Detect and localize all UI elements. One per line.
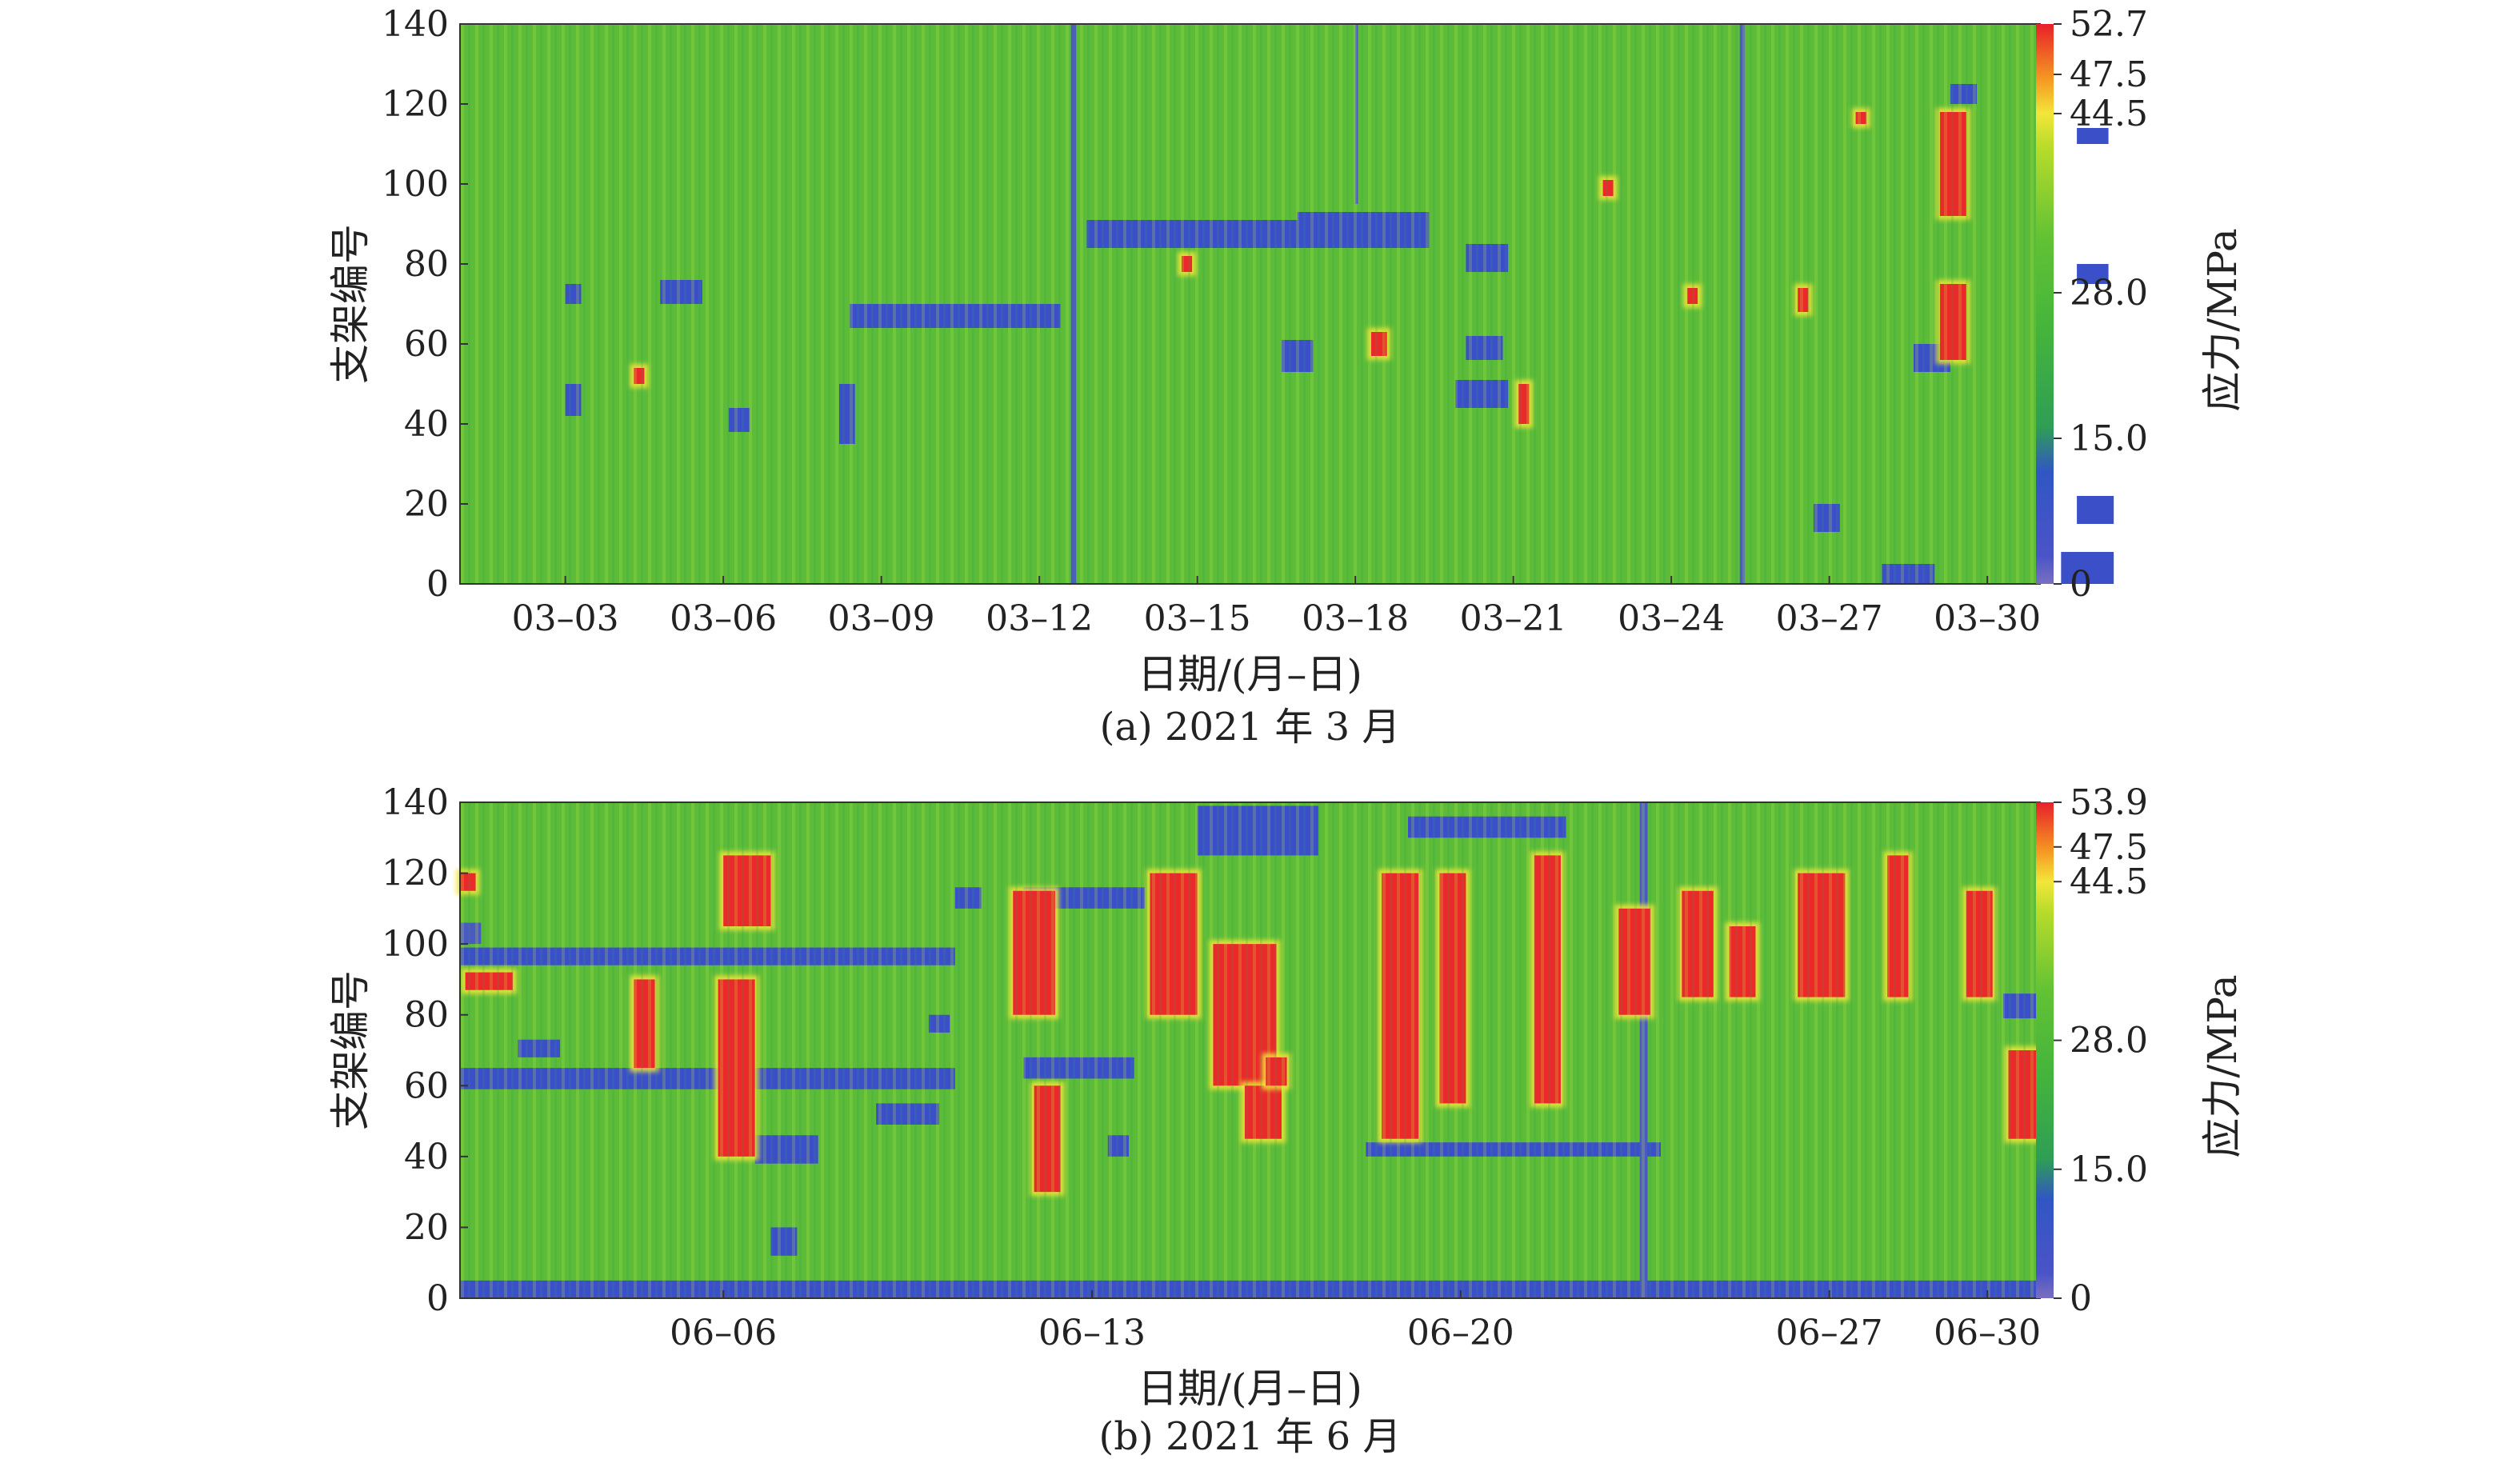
y-tick-label: 100 xyxy=(382,164,449,205)
x-axis-label: 日期/(月–日) xyxy=(1138,651,1362,698)
x-tick-label: 03–18 xyxy=(1302,598,1409,639)
colorbar xyxy=(2036,802,2054,1298)
colorbar xyxy=(2036,24,2054,584)
y-tick-label: 120 xyxy=(382,853,449,894)
colorbar-ticks: 0 15.0 28.0 44.547.5 52.7 xyxy=(2054,4,2148,605)
colorbar-label: 应力/MPa xyxy=(2199,974,2246,1157)
y-tick-label: 20 xyxy=(404,1207,449,1248)
x-tick-label: 03–21 xyxy=(1460,598,1567,639)
y-tick-label: 40 xyxy=(404,1137,449,1177)
panel-caption: (b) 2021 年 6 月 xyxy=(1099,1414,1402,1459)
colorbar-tick-label: 15.0 xyxy=(2070,418,2148,459)
x-tick-label: 06–27 xyxy=(1776,1313,1883,1353)
heatmap-cell-low xyxy=(2077,496,2114,524)
colorbar-tick-label: 0 xyxy=(2070,1278,2092,1319)
colorbar-label: 应力/MPa xyxy=(2199,228,2246,411)
y-tick-label: 80 xyxy=(404,995,449,1036)
x-tick-label: 03–12 xyxy=(986,598,1093,639)
colorbar-tick-label: 52.7 xyxy=(2070,4,2148,45)
y-tick-label: 0 xyxy=(426,564,449,605)
panel-caption: (a) 2021 年 3 月 xyxy=(1100,705,1401,749)
colorbar-tick-label: 53.9 xyxy=(2070,782,2148,823)
y-tick-label: 60 xyxy=(404,1065,449,1106)
colorbar-tick-label: 15.0 xyxy=(2070,1149,2148,1190)
y-tick-label: 40 xyxy=(404,404,449,445)
colorbar-ticks: 0 15.0 28.0 44.547.553.9 xyxy=(2054,782,2148,1319)
colorbar-tick-label: 28.0 xyxy=(2070,1021,2148,1061)
colorbar-tick-label: 44.5 xyxy=(2070,861,2148,902)
y-tick-label: 80 xyxy=(404,244,449,285)
y-tick-label: 0 xyxy=(426,1278,449,1319)
y-tick-label: 140 xyxy=(382,782,449,823)
x-tick-label: 03–06 xyxy=(670,598,777,639)
y-axis-ticks: 0 20 40 60 80 100 120 140 xyxy=(382,4,468,605)
y-axis-ticks: 0 20 40 60 80 100 120 140 xyxy=(382,782,468,1319)
y-tick-label: 60 xyxy=(404,324,449,365)
x-tick-label: 03–30 xyxy=(1934,598,2041,639)
x-tick-label: 06–13 xyxy=(1038,1313,1146,1353)
x-tick-label: 06–30 xyxy=(1934,1313,2041,1353)
y-tick-label: 100 xyxy=(382,924,449,965)
y-tick-label: 140 xyxy=(382,4,449,45)
x-axis-label: 日期/(月–日) xyxy=(1138,1365,1362,1412)
x-tick-label: 06–06 xyxy=(670,1313,777,1353)
heatmap-cell-low xyxy=(2061,552,2114,584)
x-axis-ticks: 06–06 06–13 06–20 06–27 06–30 xyxy=(670,1290,2041,1353)
y-tick-label: 120 xyxy=(382,84,449,125)
colorbar-tick-label: 44.5 xyxy=(2070,94,2148,134)
y-tick-label: 20 xyxy=(404,484,449,525)
y-axis-label: 支架编号 xyxy=(327,224,374,384)
heatmap-texture xyxy=(460,24,2040,584)
x-tick-label: 03–15 xyxy=(1144,598,1251,639)
x-tick-label: 03–03 xyxy=(512,598,619,639)
heatmap-cell-low xyxy=(2077,128,2109,144)
colorbar-tick-label: 0 xyxy=(2070,564,2092,605)
heatmap-texture xyxy=(460,802,2040,1298)
heatmap-cell-low xyxy=(2077,264,2109,284)
y-axis-label: 支架编号 xyxy=(327,970,374,1130)
x-tick-label: 03–27 xyxy=(1776,598,1883,639)
colorbar-tick-label: 47.5 xyxy=(2070,827,2148,868)
x-tick-label: 06–20 xyxy=(1407,1313,1514,1353)
x-tick-label: 03–09 xyxy=(828,598,935,639)
x-tick-label: 03–24 xyxy=(1618,598,1725,639)
x-axis-ticks: 03–03 03–06 03–09 03–12 03–15 03–18 03–21 03–24… xyxy=(512,576,2041,639)
colorbar-tick-label: 47.5 xyxy=(2070,54,2148,95)
colorbar-tick-label: 28.0 xyxy=(2070,273,2148,314)
